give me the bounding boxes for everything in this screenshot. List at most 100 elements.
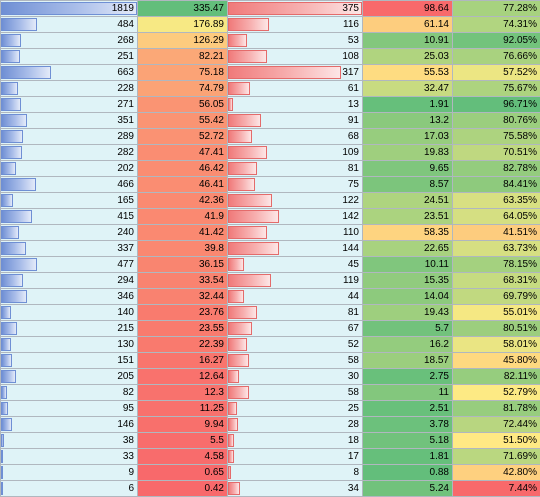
cell-a[interactable]: 33 [1, 449, 138, 465]
cell-d[interactable]: 10.91 [363, 33, 453, 49]
cell-d[interactable]: 5.7 [363, 321, 453, 337]
cell-d[interactable]: 19.83 [363, 145, 453, 161]
cell-d[interactable]: 32.47 [363, 81, 453, 97]
cell-a[interactable]: 466 [1, 177, 138, 193]
cell-d[interactable]: 58.35 [363, 225, 453, 241]
cell-e[interactable]: 96.71% [453, 97, 540, 113]
cell-c[interactable]: 30 [228, 369, 363, 385]
cell-b[interactable]: 0.65 [138, 465, 228, 481]
cell-c[interactable]: 17 [228, 449, 363, 465]
cell-c[interactable]: 58 [228, 385, 363, 401]
cell-b[interactable]: 5.5 [138, 433, 228, 449]
cell-b[interactable]: 126.29 [138, 33, 228, 49]
cell-d[interactable]: 61.14 [363, 17, 453, 33]
cell-c[interactable]: 109 [228, 145, 363, 161]
cell-b[interactable]: 4.58 [138, 449, 228, 465]
cell-c[interactable]: 8 [228, 465, 363, 481]
cell-e[interactable]: 7.44% [453, 481, 540, 497]
cell-e[interactable]: 74.31% [453, 17, 540, 33]
cell-b[interactable]: 42.36 [138, 193, 228, 209]
cell-a[interactable]: 38 [1, 433, 138, 449]
cell-b[interactable]: 46.41 [138, 177, 228, 193]
cell-c[interactable]: 119 [228, 273, 363, 289]
cell-d[interactable]: 22.65 [363, 241, 453, 257]
cell-c[interactable]: 18 [228, 433, 363, 449]
cell-b[interactable]: 39.8 [138, 241, 228, 257]
cell-b[interactable]: 9.94 [138, 417, 228, 433]
cell-d[interactable]: 15.35 [363, 273, 453, 289]
cell-a[interactable]: 6 [1, 481, 138, 497]
cell-d[interactable]: 14.04 [363, 289, 453, 305]
cell-c[interactable]: 108 [228, 49, 363, 65]
cell-e[interactable]: 63.35% [453, 193, 540, 209]
cell-c[interactable]: 45 [228, 257, 363, 273]
cell-a[interactable]: 140 [1, 305, 138, 321]
cell-a[interactable]: 271 [1, 97, 138, 113]
cell-b[interactable]: 36.15 [138, 257, 228, 273]
cell-c[interactable]: 116 [228, 17, 363, 33]
cell-e[interactable]: 77.28% [453, 1, 540, 17]
cell-c[interactable]: 110 [228, 225, 363, 241]
cell-e[interactable]: 82.11% [453, 369, 540, 385]
cell-d[interactable]: 17.03 [363, 129, 453, 145]
cell-e[interactable]: 78.15% [453, 257, 540, 273]
cell-a[interactable]: 165 [1, 193, 138, 209]
cell-e[interactable]: 70.51% [453, 145, 540, 161]
cell-e[interactable]: 80.76% [453, 113, 540, 129]
cell-b[interactable]: 32.44 [138, 289, 228, 305]
cell-e[interactable]: 41.51% [453, 225, 540, 241]
cell-b[interactable]: 75.18 [138, 65, 228, 81]
cell-d[interactable]: 8.57 [363, 177, 453, 193]
cell-c[interactable]: 68 [228, 129, 363, 145]
cell-d[interactable]: 5.24 [363, 481, 453, 497]
cell-a[interactable]: 268 [1, 33, 138, 49]
cell-d[interactable]: 19.43 [363, 305, 453, 321]
cell-b[interactable]: 41.9 [138, 209, 228, 225]
cell-a[interactable]: 151 [1, 353, 138, 369]
cell-e[interactable]: 58.01% [453, 337, 540, 353]
cell-a[interactable]: 9 [1, 465, 138, 481]
cell-c[interactable]: 52 [228, 337, 363, 353]
cell-c[interactable]: 142 [228, 209, 363, 225]
cell-b[interactable]: 33.54 [138, 273, 228, 289]
cell-e[interactable]: 51.50% [453, 433, 540, 449]
cell-b[interactable]: 335.47 [138, 1, 228, 17]
cell-b[interactable]: 82.21 [138, 49, 228, 65]
cell-e[interactable]: 57.52% [453, 65, 540, 81]
cell-a[interactable]: 663 [1, 65, 138, 81]
cell-e[interactable]: 63.73% [453, 241, 540, 257]
cell-c[interactable]: 81 [228, 161, 363, 177]
cell-b[interactable]: 12.3 [138, 385, 228, 401]
cell-b[interactable]: 0.42 [138, 481, 228, 497]
cell-e[interactable]: 76.66% [453, 49, 540, 65]
cell-e[interactable]: 80.51% [453, 321, 540, 337]
cell-b[interactable]: 52.72 [138, 129, 228, 145]
cell-b[interactable]: 47.41 [138, 145, 228, 161]
cell-a[interactable]: 82 [1, 385, 138, 401]
cell-e[interactable]: 81.78% [453, 401, 540, 417]
cell-a[interactable]: 251 [1, 49, 138, 65]
cell-b[interactable]: 176.89 [138, 17, 228, 33]
cell-b[interactable]: 74.79 [138, 81, 228, 97]
cell-c[interactable]: 317 [228, 65, 363, 81]
cell-d[interactable]: 23.51 [363, 209, 453, 225]
cell-d[interactable]: 98.64 [363, 1, 453, 17]
cell-c[interactable]: 144 [228, 241, 363, 257]
cell-c[interactable]: 25 [228, 401, 363, 417]
cell-a[interactable]: 130 [1, 337, 138, 353]
cell-a[interactable]: 240 [1, 225, 138, 241]
cell-b[interactable]: 22.39 [138, 337, 228, 353]
cell-b[interactable]: 55.42 [138, 113, 228, 129]
cell-e[interactable]: 69.79% [453, 289, 540, 305]
cell-d[interactable]: 24.51 [363, 193, 453, 209]
cell-c[interactable]: 81 [228, 305, 363, 321]
cell-a[interactable]: 484 [1, 17, 138, 33]
cell-a[interactable]: 294 [1, 273, 138, 289]
cell-d[interactable]: 25.03 [363, 49, 453, 65]
cell-e[interactable]: 72.44% [453, 417, 540, 433]
cell-b[interactable]: 46.42 [138, 161, 228, 177]
cell-d[interactable]: 1.81 [363, 449, 453, 465]
cell-a[interactable]: 351 [1, 113, 138, 129]
cell-d[interactable]: 16.2 [363, 337, 453, 353]
cell-b[interactable]: 56.05 [138, 97, 228, 113]
